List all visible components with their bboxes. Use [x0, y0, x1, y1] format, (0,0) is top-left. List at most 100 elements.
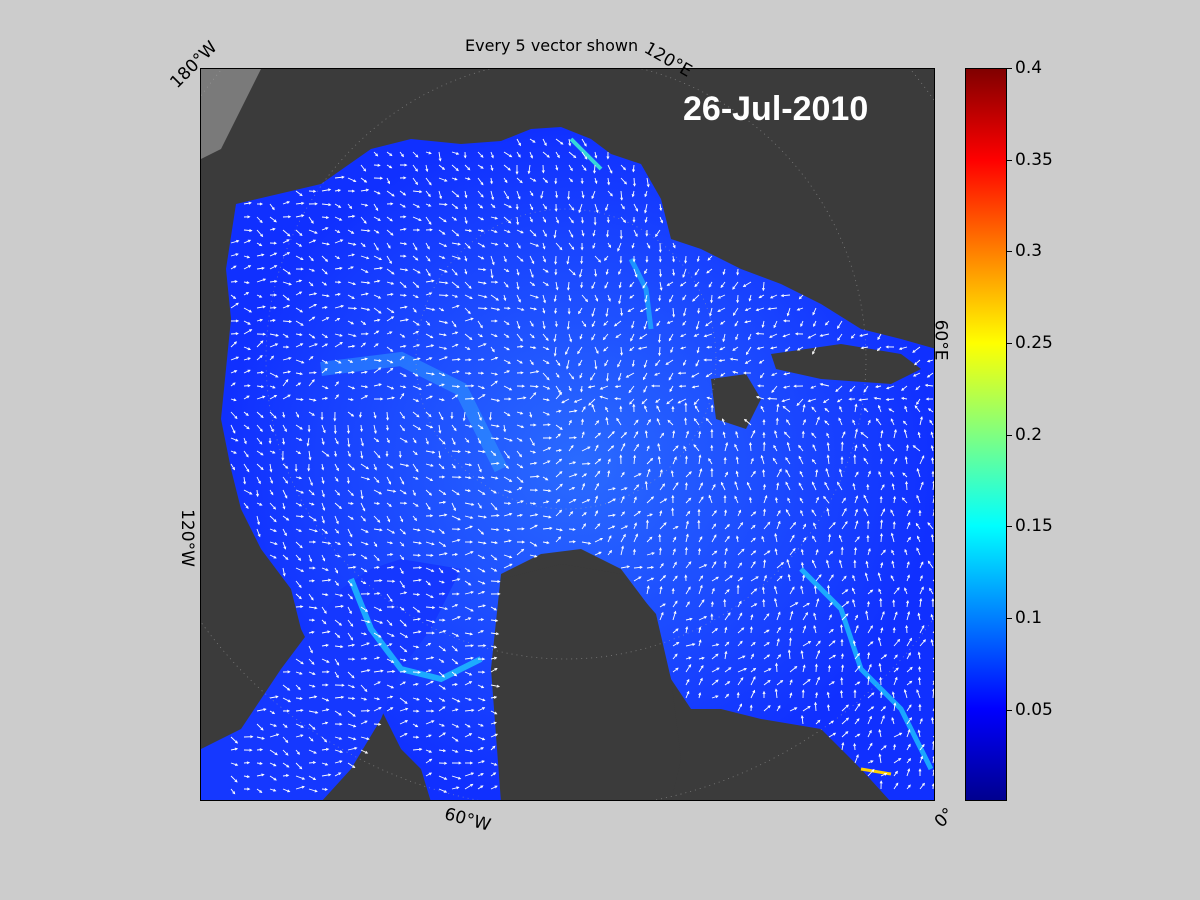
- drift-vector-head: [924, 383, 929, 387]
- drift-vector: [880, 654, 887, 660]
- drift-vector: [490, 307, 500, 311]
- drift-vector-head: [803, 418, 806, 423]
- drift-vector: [256, 216, 263, 223]
- drift-vector-head: [327, 578, 332, 582]
- drift-vector: [360, 320, 366, 325]
- drift-vector-head: [333, 430, 337, 435]
- drift-vector: [890, 575, 895, 582]
- drift-vector: [308, 239, 316, 244]
- drift-vector-head: [780, 562, 785, 566]
- drift-vector-head: [274, 752, 278, 756]
- drift-vector-head: [748, 442, 752, 446]
- drift-vector: [425, 489, 432, 496]
- drift-vector: [604, 359, 609, 366]
- drift-vector: [399, 681, 406, 686]
- drift-vector: [906, 704, 912, 712]
- drift-vector-head: [764, 574, 767, 579]
- drift-vector-head: [456, 592, 460, 596]
- drift-vector: [694, 405, 700, 413]
- drift-vector-head: [350, 637, 354, 641]
- drift-vector-head: [772, 457, 776, 461]
- drift-vector-head: [300, 398, 304, 401]
- drift-vector: [373, 229, 379, 234]
- drift-vector: [477, 618, 484, 621]
- drift-vector-head: [415, 735, 420, 739]
- drift-vector: [490, 437, 499, 440]
- drift-vector: [802, 602, 810, 608]
- drift-vector: [802, 679, 811, 686]
- drift-vector-head: [494, 733, 499, 737]
- drift-vector: [568, 294, 571, 301]
- drift-vector-head: [908, 652, 911, 656]
- drift-vector-head: [683, 313, 686, 317]
- drift-vector-head: [909, 637, 912, 641]
- drift-vector: [620, 307, 623, 316]
- drift-vector-head: [585, 298, 589, 303]
- drift-vector: [438, 697, 445, 702]
- drift-vector-head: [353, 179, 357, 182]
- drift-vector: [919, 783, 925, 790]
- colorbar-tick-label: 0.2: [1015, 425, 1043, 445]
- drift-vector-head: [870, 760, 874, 764]
- plot-title: Every 5 vector shown: [465, 36, 639, 55]
- drift-vector: [685, 497, 692, 504]
- drift-vector: [724, 524, 730, 530]
- drift-vector: [893, 703, 896, 712]
- drift-vector: [696, 320, 700, 330]
- drift-vector-head: [272, 227, 276, 231]
- drift-vector: [542, 268, 549, 273]
- drift-vector: [828, 654, 836, 660]
- drift-vector: [643, 320, 648, 330]
- drift-vector: [631, 320, 635, 329]
- drift-vector-head: [773, 585, 777, 589]
- drift-vector: [815, 677, 820, 686]
- drift-vector: [646, 586, 650, 595]
- drift-vector-head: [350, 623, 354, 627]
- drift-vector-head: [273, 555, 277, 559]
- drift-vector: [698, 627, 701, 634]
- drift-vector: [542, 294, 546, 303]
- drift-vector: [867, 625, 873, 634]
- drift-vector-head: [403, 227, 407, 231]
- drift-vector-head: [480, 426, 484, 430]
- drift-vector-head: [327, 630, 331, 634]
- drift-vector: [503, 370, 510, 374]
- drift-vector: [763, 705, 771, 712]
- drift-vector-head: [360, 495, 364, 500]
- drift-vector: [594, 483, 599, 491]
- drift-vector: [399, 632, 408, 638]
- drift-vector: [386, 593, 393, 602]
- drift-vector-head: [789, 692, 793, 696]
- drift-vector: [256, 788, 262, 793]
- drift-vector: [451, 242, 461, 245]
- drift-vector: [854, 665, 861, 673]
- drift-vector: [451, 502, 456, 511]
- drift-vector: [295, 307, 303, 313]
- drift-vector: [859, 333, 869, 337]
- drift-vector-head: [904, 405, 908, 409]
- drift-vector-head: [695, 326, 699, 330]
- drift-vector-head: [429, 478, 434, 482]
- drift-vector: [542, 500, 549, 504]
- drift-vector-head: [425, 441, 429, 445]
- drift-vector: [386, 515, 391, 522]
- drift-vector: [230, 253, 239, 257]
- drift-vector-head: [247, 215, 251, 219]
- drift-vector: [854, 743, 856, 751]
- drift-vector-head: [732, 370, 736, 374]
- drift-vector-head: [335, 582, 339, 587]
- drift-vector-head: [713, 510, 717, 514]
- drift-vector: [516, 229, 524, 234]
- drift-vector-head: [840, 441, 844, 445]
- drift-vector-head: [853, 689, 857, 693]
- drift-vector: [568, 242, 575, 250]
- drift-vector-head: [250, 735, 254, 739]
- drift-vector-head: [387, 519, 391, 523]
- drift-vector: [360, 177, 367, 183]
- drift-vector: [516, 255, 524, 262]
- drift-vector: [854, 547, 857, 556]
- drift-vector-head: [925, 397, 929, 401]
- drift-vector: [490, 489, 497, 494]
- drift-vector-head: [444, 513, 448, 517]
- drift-vector: [516, 333, 523, 342]
